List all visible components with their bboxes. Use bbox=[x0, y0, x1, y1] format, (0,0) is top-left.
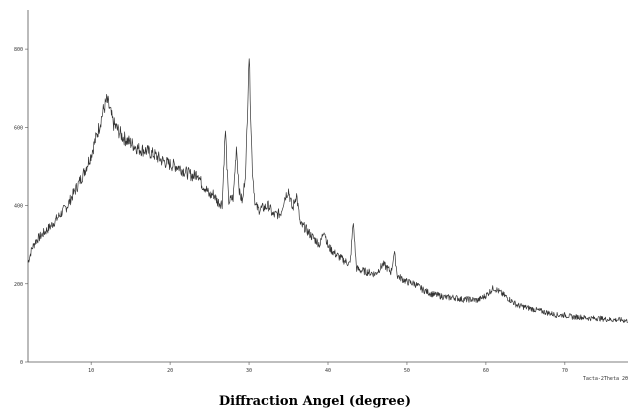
y-tick-label: 800 bbox=[14, 47, 23, 53]
x-axis-title: Diffraction Angel (degree) bbox=[219, 394, 411, 409]
x-tick-label: 40 bbox=[325, 368, 331, 374]
x-tick-label: 70 bbox=[562, 368, 568, 374]
plot-area: 10 20 30 40 50 60 70 0 200 400 600 800 bbox=[14, 10, 628, 374]
x-tick-label: 20 bbox=[167, 368, 173, 374]
y-tick-label: 400 bbox=[14, 204, 23, 210]
x-tick-label: 10 bbox=[88, 368, 94, 374]
corner-label: Tacta-2Theta 2θ bbox=[583, 376, 628, 382]
x-tick-label: 60 bbox=[483, 368, 489, 374]
x-tick-label: 30 bbox=[246, 368, 252, 374]
y-tick-label: 600 bbox=[14, 125, 23, 131]
x-tick-label: 50 bbox=[404, 368, 410, 374]
y-tick-label: 200 bbox=[14, 282, 23, 288]
series-line bbox=[27, 58, 628, 324]
y-tick-label: 0 bbox=[20, 360, 23, 366]
